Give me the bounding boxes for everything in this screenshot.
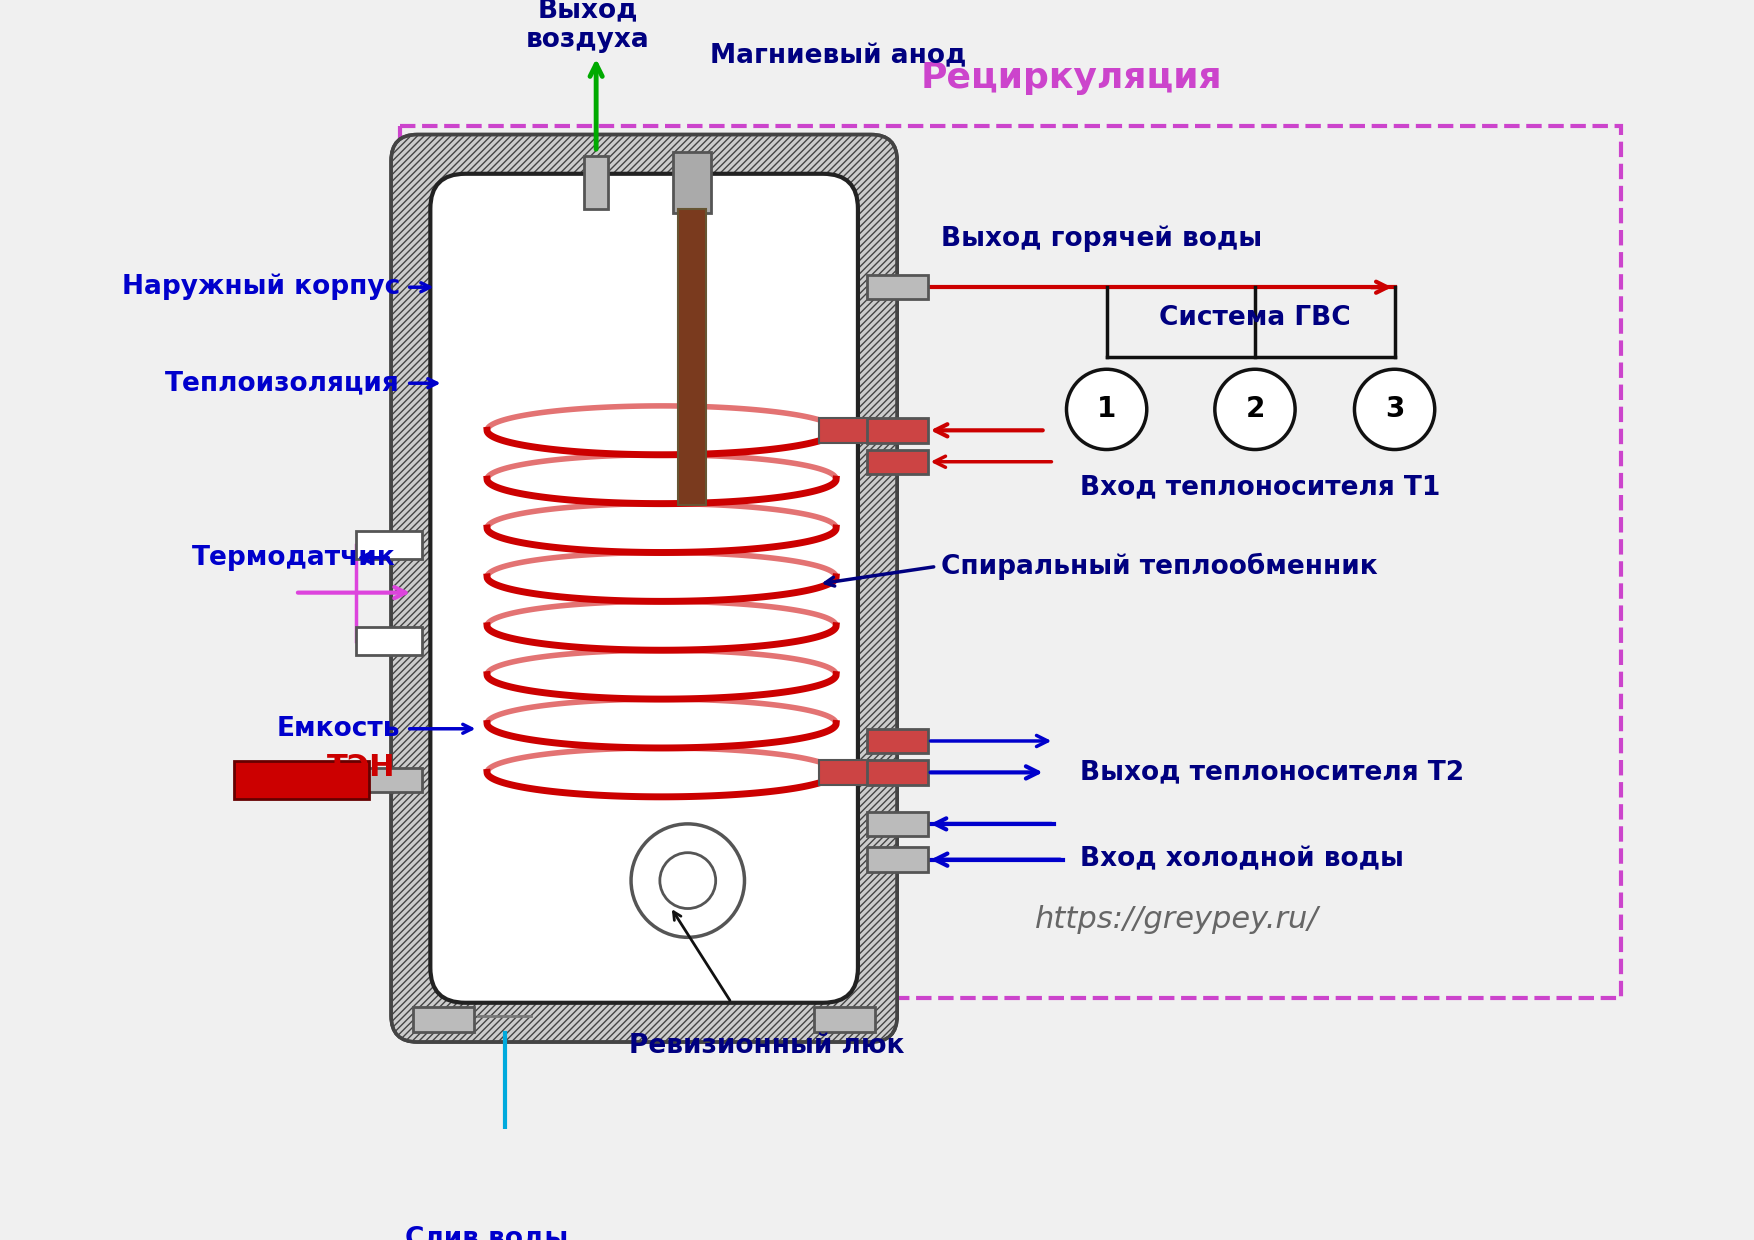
Bar <box>679 208 707 506</box>
Bar <box>356 531 421 558</box>
Bar <box>233 761 370 800</box>
FancyBboxPatch shape <box>430 174 858 1003</box>
Text: Спиральный теплообменник: Спиральный теплообменник <box>940 553 1377 580</box>
Circle shape <box>1066 370 1147 450</box>
Bar <box>866 729 928 753</box>
Bar <box>866 450 928 474</box>
Bar <box>361 768 421 792</box>
Bar <box>866 847 928 872</box>
Bar <box>674 153 712 213</box>
Text: Наружный корпус: Наружный корпус <box>121 274 400 300</box>
Circle shape <box>660 853 716 909</box>
Text: Выход теплоносителя Т2: Выход теплоносителя Т2 <box>1080 759 1465 785</box>
Text: 3: 3 <box>1386 396 1405 423</box>
Bar <box>412 1007 474 1032</box>
Bar <box>866 812 928 836</box>
Bar <box>866 760 928 785</box>
Text: Магниевый анод: Магниевый анод <box>710 43 966 69</box>
Text: Выход
воздуха: Выход воздуха <box>526 0 649 53</box>
Text: https://greypey.ru/: https://greypey.ru/ <box>1035 905 1319 935</box>
Bar <box>814 1007 875 1032</box>
Text: Ревизионный люк: Ревизионный люк <box>628 1033 903 1059</box>
Text: 1: 1 <box>1096 396 1116 423</box>
Text: Вход теплоносителя Т1: Вход теплоносителя Т1 <box>1080 474 1440 500</box>
Bar <box>584 156 609 208</box>
Bar <box>866 275 928 299</box>
Text: Рециркуляция: Рециркуляция <box>921 61 1223 95</box>
Circle shape <box>1216 370 1294 450</box>
Text: Вход холодной воды: Вход холодной воды <box>1080 847 1405 873</box>
Text: 2: 2 <box>1245 396 1265 423</box>
Bar <box>819 760 875 785</box>
Text: Выход горячей воды: Выход горячей воды <box>940 226 1261 253</box>
Bar <box>356 626 421 655</box>
Bar <box>819 418 875 443</box>
Text: ТЭН: ТЭН <box>326 753 395 781</box>
Circle shape <box>631 823 744 937</box>
FancyBboxPatch shape <box>391 134 898 1042</box>
Circle shape <box>1354 370 1435 450</box>
Text: Слив воды: Слив воды <box>405 1225 568 1240</box>
Text: Емкость: Емкость <box>277 715 400 742</box>
Text: Теплоизоляция: Теплоизоляция <box>165 371 400 397</box>
Text: Термодатчик: Термодатчик <box>191 544 395 570</box>
Bar <box>866 418 928 443</box>
Text: Система ГВС: Система ГВС <box>1159 305 1351 331</box>
